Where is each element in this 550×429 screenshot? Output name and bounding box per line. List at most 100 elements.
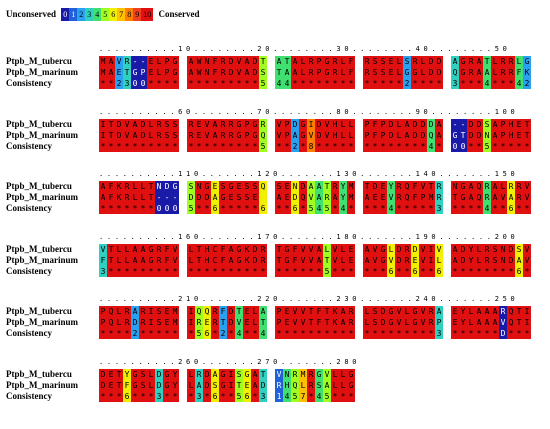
consistency-cell: 6 [211, 203, 219, 214]
residue-cell: S [219, 181, 227, 192]
consistency-cell: 3 [99, 266, 107, 277]
residue-cell: A [243, 56, 251, 67]
residue-cell: R [195, 317, 203, 328]
consistency-cell: 0 [131, 78, 139, 89]
residue-cell: V [307, 192, 315, 203]
consistency-cell: * [419, 328, 427, 339]
residue-cell: A [131, 130, 139, 141]
residue-cell: R [211, 306, 219, 317]
residue-cell: V [387, 192, 395, 203]
residue-cell: R [307, 369, 315, 380]
residue-cell: P [283, 119, 291, 130]
consistency-cell: 3 [123, 78, 131, 89]
residue-cell: E [115, 67, 123, 78]
consistency-cell: * [315, 141, 323, 152]
residue-cell: G [323, 67, 331, 78]
consistency-label: Consistency [6, 391, 53, 401]
consistency-cell: * [227, 141, 235, 152]
residue-cell: L [331, 380, 339, 391]
residue-cell: T [275, 67, 283, 78]
residue-cell: T [275, 244, 283, 255]
residue-cell: H [203, 255, 211, 266]
residue-cell: L [123, 244, 131, 255]
residue-cell: Q [259, 181, 267, 192]
residue-cell: D [467, 119, 475, 130]
residue-cell: V [171, 255, 179, 266]
residue-cell: A [315, 192, 323, 203]
consistency-cell: * [523, 141, 531, 152]
residue-cell: V [235, 317, 243, 328]
residue-cell: D [99, 369, 107, 380]
residue-cell: T [107, 119, 115, 130]
consistency-cell: * [515, 203, 523, 214]
residue-cell: P [99, 317, 107, 328]
residue-cell: T [323, 317, 331, 328]
residue-cell: E [283, 306, 291, 317]
residue-cell: T [283, 56, 291, 67]
residue-cell [267, 192, 275, 203]
consistency-cell: * [139, 203, 147, 214]
seq2-label: Ptpb_M_marinum [6, 255, 78, 265]
residue-cell: V [99, 244, 107, 255]
residue-cell: R [363, 56, 371, 67]
residue-cell: E [107, 380, 115, 391]
consistency-cell: * [475, 141, 483, 152]
consistency-cell: * [347, 78, 355, 89]
consistency-cell: * [419, 266, 427, 277]
residue-cell: A [107, 56, 115, 67]
residue-cell [267, 369, 275, 380]
consistency-cell: * [275, 203, 283, 214]
alignment-block: ..........260.......270.......280 Ptpb_M_… [0, 357, 550, 402]
consistency-cell: * [163, 266, 171, 277]
residue-cell: D [371, 181, 379, 192]
residue-cell: V [203, 130, 211, 141]
residue-cell: A [195, 380, 203, 391]
residue-cell: T [259, 369, 267, 380]
residue-cell: V [299, 255, 307, 266]
residue-cell: N [155, 181, 163, 192]
consistency-cell: * [499, 141, 507, 152]
residue-cell: V [499, 317, 507, 328]
residue-cell: D [227, 306, 235, 317]
consistency-cell: * [363, 328, 371, 339]
residue-cell: L [339, 255, 347, 266]
residue-cell: A [315, 244, 323, 255]
residue-cell: R [123, 306, 131, 317]
residue-cell: E [147, 67, 155, 78]
residue-cell: S [243, 192, 251, 203]
residue-cell: A [251, 369, 259, 380]
consistency-cell: * [499, 203, 507, 214]
residue-cell: E [283, 317, 291, 328]
consistency-cell [443, 203, 451, 214]
consistency-cell: 4 [235, 328, 243, 339]
residue-cell: T [195, 244, 203, 255]
residue-cell: G [147, 255, 155, 266]
residue-cell: L [395, 130, 403, 141]
residue-cell [443, 306, 451, 317]
residue-cell: M [99, 67, 107, 78]
residue-cell: D [155, 380, 163, 391]
residue-cell: L [387, 244, 395, 255]
consistency-cell: * [507, 141, 515, 152]
consistency-cell: * [419, 141, 427, 152]
residue-cell [267, 306, 275, 317]
residue-cell: E [107, 369, 115, 380]
residue-cell: G [379, 244, 387, 255]
residue-cell: E [283, 181, 291, 192]
consistency-cell: * [515, 141, 523, 152]
consistency-cell: 4 [283, 78, 291, 89]
consistency-cell: * [155, 328, 163, 339]
residue-cell: Y [467, 244, 475, 255]
residue-cell: L [147, 130, 155, 141]
consistency-cell [443, 328, 451, 339]
consistency-cell: * [187, 328, 195, 339]
residue-cell: T [427, 181, 435, 192]
residue-cell: Y [171, 380, 179, 391]
residue-cell: E [515, 119, 523, 130]
consistency-cell: * [187, 391, 195, 402]
residue-cell: F [219, 244, 227, 255]
residue-cell: I [99, 119, 107, 130]
residue-cell [355, 306, 363, 317]
consistency-cell: * [195, 203, 203, 214]
consistency-cell: * [131, 203, 139, 214]
